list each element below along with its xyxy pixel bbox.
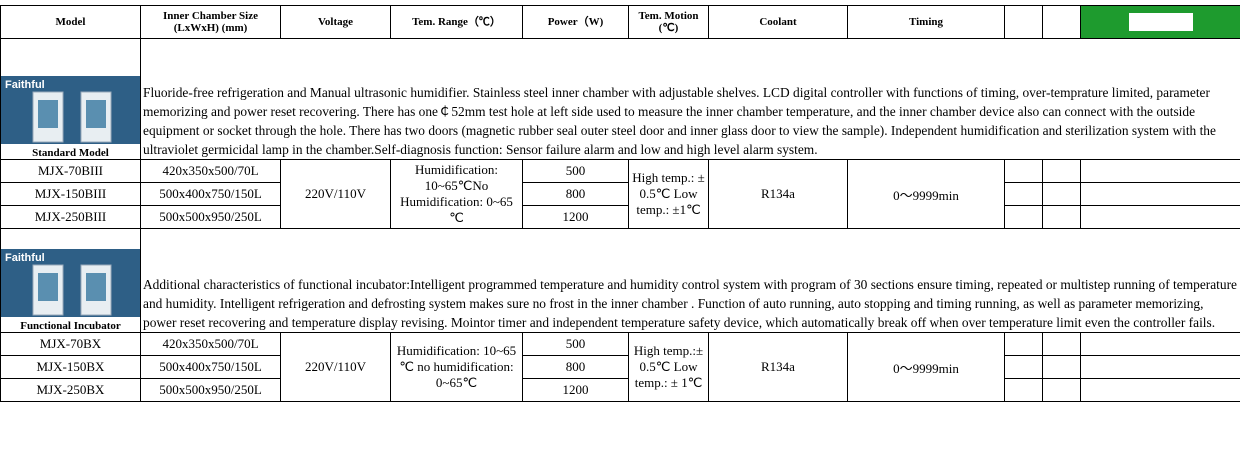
column-header: Power（W)	[523, 6, 629, 39]
blank-cell	[1043, 206, 1081, 229]
column-header: Model	[1, 6, 141, 39]
blank-cell	[1081, 183, 1240, 206]
power: 500	[523, 333, 629, 356]
description: Fluoride-free refrigeration and Manual u…	[141, 39, 1240, 160]
power: 1200	[523, 206, 629, 229]
blank-cell	[1005, 206, 1043, 229]
model: MJX-150BX	[1, 356, 141, 379]
blank-cell	[1005, 160, 1043, 183]
column-header: Coolant	[709, 6, 848, 39]
model: MJX-70BX	[1, 333, 141, 356]
blank-cell	[1081, 333, 1240, 356]
blank-cell	[1005, 183, 1043, 206]
brand-logo: Faithful	[5, 79, 45, 91]
product-image: Faithful	[1, 249, 141, 317]
blank-cell	[1043, 160, 1081, 183]
column-header: Tem. Motion (℃)	[629, 6, 709, 39]
coolant: R134a	[709, 333, 848, 402]
product-image: Faithful	[1, 76, 141, 144]
model: MJX-250BIII	[1, 206, 141, 229]
chamber-size: 500x400x750/150L	[141, 356, 281, 379]
model-label: Standard Model	[1, 147, 140, 159]
blank-cell	[1081, 206, 1240, 229]
blank-cell	[1005, 356, 1043, 379]
blank-cell	[1043, 379, 1081, 402]
blank-cell	[1043, 183, 1081, 206]
coolant: R134a	[709, 160, 848, 229]
power: 800	[523, 356, 629, 379]
blank-cell	[1081, 379, 1240, 402]
model: MJX-150BIII	[1, 183, 141, 206]
power: 500	[523, 160, 629, 183]
chamber-size: 500x500x950/250L	[141, 206, 281, 229]
power: 1200	[523, 379, 629, 402]
chamber-size: 420x350x500/70L	[141, 160, 281, 183]
model-label: Functional Incubator	[1, 320, 140, 332]
power: 800	[523, 183, 629, 206]
badge-block	[1129, 13, 1193, 31]
chamber-size: 500x500x950/250L	[141, 379, 281, 402]
column-header: Tem. Range（℃）	[391, 6, 523, 39]
model: MJX-70BIII	[1, 160, 141, 183]
description: Additional characteristics of functional…	[141, 229, 1240, 333]
temp-range: Humidification: 10~65℃No Humidification:…	[391, 160, 523, 229]
voltage: 220V/110V	[281, 333, 391, 402]
chamber-size: 500x400x750/150L	[141, 183, 281, 206]
blank-cell	[1043, 333, 1081, 356]
voltage: 220V/110V	[281, 160, 391, 229]
product-image-cell: Faithful Standard Model	[1, 39, 141, 160]
timing: 0～9999min	[848, 160, 1005, 229]
blank-cell	[1005, 333, 1043, 356]
column-header: Voltage	[281, 6, 391, 39]
header-badge	[1081, 6, 1240, 39]
timing: 0～9999min	[848, 333, 1005, 402]
brand-logo: Faithful	[5, 252, 45, 264]
blank-cell	[1043, 356, 1081, 379]
page: ModelInner Chamber Size (LxWxH) (mm)Volt…	[0, 0, 1240, 455]
blank-cell	[1081, 356, 1240, 379]
blank-cell	[1005, 379, 1043, 402]
header-blank	[1043, 6, 1081, 39]
header-blank	[1005, 6, 1043, 39]
temp-motion: High temp.: ± 0.5℃ Low temp.: ±1℃	[629, 160, 709, 229]
column-header: Timing	[848, 6, 1005, 39]
chamber-size: 420x350x500/70L	[141, 333, 281, 356]
temp-range: Humidification: 10~65 ℃ no humidificatio…	[391, 333, 523, 402]
blank-cell	[1081, 160, 1240, 183]
column-header: Inner Chamber Size (LxWxH) (mm)	[141, 6, 281, 39]
model: MJX-250BX	[1, 379, 141, 402]
temp-motion: High temp.:± 0.5℃ Low temp.: ± 1℃	[629, 333, 709, 402]
product-image-cell: Faithful Functional Incubator	[1, 229, 141, 333]
